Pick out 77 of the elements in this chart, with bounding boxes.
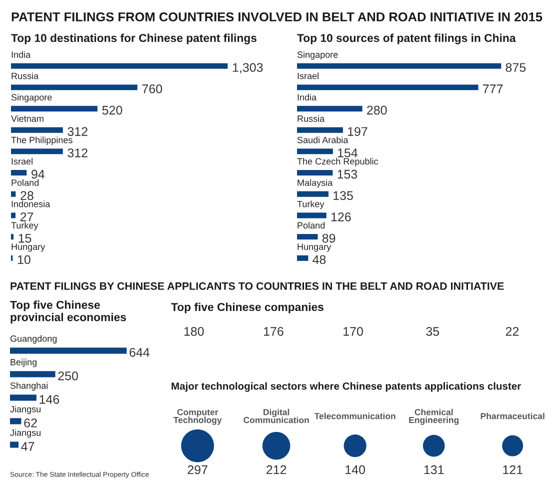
y-tick-label: Singapore bbox=[11, 94, 52, 102]
data-label: 312 bbox=[68, 148, 88, 158]
data-label: 875 bbox=[506, 63, 526, 72]
y-tick-label: Saudi Arabia bbox=[297, 136, 348, 144]
y-tick-label: Israel bbox=[298, 72, 318, 80]
data-label: 135 bbox=[334, 191, 353, 200]
y-tick-label: Hungary bbox=[298, 244, 332, 252]
category-label: Telecommunication bbox=[314, 412, 396, 420]
data-label: 15 bbox=[18, 234, 32, 243]
text: PATENT FILINGS FROM COUNTRIES INVOLVED IN BELT AND ROAD INITIATIVE IN 2015 bbox=[12, 12, 542, 22]
data-label: 10 bbox=[18, 255, 30, 264]
bar bbox=[10, 418, 22, 424]
y-tick-label: Guangdong bbox=[10, 335, 57, 344]
y-tick-label: Beijing bbox=[10, 358, 37, 368]
y-tick-label: Israel bbox=[12, 158, 32, 165]
data-label: 126 bbox=[331, 212, 351, 222]
y-tick-label: Singapore bbox=[297, 51, 338, 60]
y-tick-label: Malaysia bbox=[298, 179, 333, 188]
y-tick-label: Russia bbox=[298, 115, 325, 122]
text: Top five Chinese companies bbox=[171, 302, 324, 314]
y-tick-label: Jiangsu bbox=[10, 429, 41, 438]
data-label: 312 bbox=[68, 127, 88, 136]
chart-subtitle: Top five Chinese provincial economies bbox=[10, 300, 126, 324]
y-tick-label: Indonesia bbox=[12, 200, 50, 208]
y-tick-label: Turkey bbox=[297, 200, 324, 210]
data-label: 197 bbox=[348, 127, 368, 136]
y-tick-label: The Czech Republic bbox=[297, 158, 378, 166]
data-label: 89 bbox=[322, 234, 336, 243]
data-label: 250 bbox=[58, 371, 78, 380]
y-tick-label: India bbox=[298, 94, 317, 101]
text: PATENT FILINGS BY CHINESE APPLICANTS TO COUNTRIES IN THE BELT AND ROAD INITIATIVE bbox=[10, 282, 504, 290]
data-label: 170 bbox=[344, 327, 363, 336]
y-tick-label: The Philippines bbox=[11, 136, 72, 145]
y-tick-label: Poland bbox=[12, 179, 39, 186]
category-label: Pharmaceutical bbox=[480, 412, 544, 420]
data-label: 176 bbox=[264, 327, 284, 336]
y-tick-label: Jiangsu bbox=[10, 406, 41, 414]
data-label: 35 bbox=[426, 327, 440, 336]
data-label: 644 bbox=[130, 348, 150, 357]
y-tick-label: Vietnam bbox=[11, 115, 44, 122]
y-tick-label: Turkey bbox=[11, 222, 38, 230]
bar bbox=[10, 348, 127, 354]
data-label: 153 bbox=[338, 170, 358, 179]
y-tick-label: Shanghai bbox=[10, 382, 48, 391]
data-label: 47 bbox=[21, 442, 34, 451]
bar bbox=[10, 394, 36, 401]
data-label: 212 bbox=[266, 465, 286, 474]
chart-title: Top 10 sources of patent filings in China bbox=[297, 34, 516, 44]
data-label: 146 bbox=[40, 395, 60, 404]
data-label: 27 bbox=[20, 212, 34, 222]
data-label: 297 bbox=[188, 465, 208, 474]
y-tick-label: India bbox=[12, 51, 31, 58]
data-label: 62 bbox=[24, 418, 37, 428]
chart-subtitle: Top 10 destinations for Chinese patent filings bbox=[11, 34, 256, 44]
data-label: 280 bbox=[367, 106, 387, 115]
bar bbox=[10, 442, 19, 448]
data-label: 94 bbox=[32, 170, 44, 179]
data-label: 154 bbox=[338, 148, 358, 158]
category-label: Digital Communication bbox=[244, 408, 309, 424]
y-tick-label: Hungary bbox=[12, 244, 46, 252]
category-label: Chemical Engineering bbox=[409, 408, 459, 425]
data-label: 48 bbox=[312, 255, 326, 264]
data-label: 777 bbox=[483, 84, 503, 94]
bar bbox=[10, 371, 56, 378]
data-label: 180 bbox=[184, 327, 204, 336]
data-label: 22 bbox=[506, 327, 519, 336]
data-label: 28 bbox=[20, 191, 34, 200]
data-label: 760 bbox=[142, 84, 162, 94]
y-tick-label: Poland bbox=[298, 222, 325, 229]
y-tick-label: Russia bbox=[12, 72, 39, 80]
text: Major technological sectors where Chinese patents applications cluster bbox=[172, 382, 521, 392]
data-label: 520 bbox=[102, 106, 122, 115]
data-label: 121 bbox=[503, 465, 522, 474]
data-label: 131 bbox=[424, 465, 444, 474]
data-label: 140 bbox=[346, 465, 366, 474]
data-label: 1,303 bbox=[232, 63, 263, 74]
category-label: Computer Technology bbox=[173, 409, 222, 425]
